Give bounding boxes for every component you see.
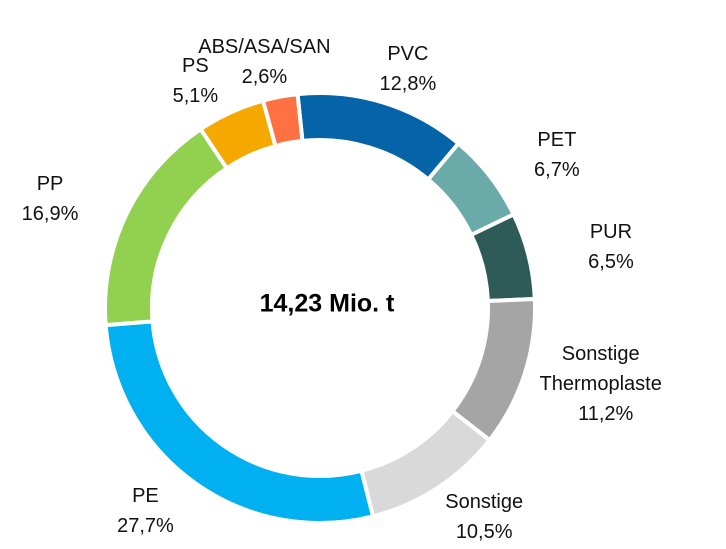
- segment-label: PUR 6,5%: [521, 217, 701, 277]
- value-label: 10,5%: [455, 521, 513, 544]
- segment-label: PVC 12,8%: [318, 39, 498, 99]
- segment-label: PP 16,9%: [0, 169, 140, 229]
- value-label: 5,1%: [172, 84, 219, 107]
- category-label: PE: [132, 485, 159, 508]
- segment-label: ABS/ASA/SAN 2,6%: [174, 32, 354, 92]
- value-label: 2,6%: [241, 66, 288, 89]
- donut-segment: [260, 91, 305, 149]
- value-label: 27,7%: [117, 515, 174, 538]
- category-label: Sonstige Thermoplaste: [539, 343, 662, 396]
- value-label: 16,9%: [21, 202, 79, 225]
- segment-label: Sonstige Thermoplaste 11,2%: [516, 339, 696, 429]
- category-label: PET: [537, 128, 577, 151]
- segment-label: PS 5,1%: [105, 51, 285, 111]
- value-label: 11,2%: [578, 403, 634, 426]
- segment-label: PE 27,7%: [55, 481, 235, 541]
- center-text: 14,23 Mio. t: [260, 290, 395, 318]
- segment-label: Sonstige 10,5%: [394, 487, 574, 547]
- donut-segment: [295, 91, 462, 183]
- value-label: 12,8%: [379, 72, 437, 95]
- category-label: PUR: [589, 221, 633, 244]
- segment-label: PET 6,7%: [467, 125, 647, 185]
- value-label: 6,7%: [534, 158, 580, 181]
- value-label: 6,5%: [588, 251, 634, 274]
- category-label: PS: [182, 54, 209, 77]
- category-label: PP: [36, 172, 64, 195]
- category-label: PVC: [387, 42, 429, 65]
- category-label: ABS/ASA/SAN: [198, 36, 331, 59]
- category-label: Sonstige: [445, 491, 524, 514]
